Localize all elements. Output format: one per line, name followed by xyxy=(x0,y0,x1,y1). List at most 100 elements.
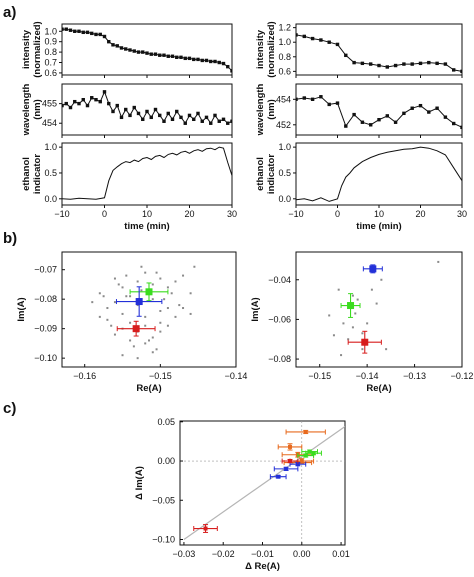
x-tick-label: 0 xyxy=(102,209,107,219)
y-tick-label: 454 xyxy=(276,94,291,104)
background-point xyxy=(370,288,373,291)
background-point xyxy=(98,292,101,295)
x-tick-label: −0.03 xyxy=(173,549,196,559)
plot-marks xyxy=(183,426,345,540)
data-point xyxy=(77,29,81,33)
data-point xyxy=(221,61,226,66)
data-point xyxy=(119,46,124,50)
data-point xyxy=(68,105,73,110)
background-point xyxy=(91,301,94,304)
data-point xyxy=(217,119,221,123)
data-point xyxy=(187,113,192,118)
background-point xyxy=(140,289,143,292)
y-axis-label: wavelength xyxy=(255,83,266,136)
data-point xyxy=(319,38,323,42)
data-point xyxy=(115,44,119,48)
background-point xyxy=(140,265,143,268)
series-line xyxy=(62,28,232,72)
data-point xyxy=(162,119,166,123)
y-tick-label: 0.05 xyxy=(157,417,175,427)
data-point xyxy=(149,52,153,56)
y-tick-label: 1.0 xyxy=(278,37,291,47)
data-point xyxy=(183,121,187,125)
background-point xyxy=(110,324,113,327)
background-point xyxy=(351,326,354,329)
background-point xyxy=(174,280,177,283)
data-point xyxy=(303,429,308,434)
data-point xyxy=(77,101,81,106)
data-point xyxy=(288,459,292,464)
data-point xyxy=(226,64,230,69)
data-point xyxy=(179,55,183,60)
data-point xyxy=(335,42,340,47)
data-point xyxy=(427,110,431,114)
data-point xyxy=(124,47,128,51)
plot-marks xyxy=(296,33,462,74)
plot-marks xyxy=(296,146,462,202)
background-point xyxy=(121,286,124,289)
data-point xyxy=(335,101,340,105)
y-tick-label: −0.04 xyxy=(268,275,291,285)
data-point xyxy=(68,28,73,32)
data-point xyxy=(153,107,158,112)
data-point xyxy=(284,466,289,471)
background-point xyxy=(155,348,158,351)
background-point xyxy=(366,322,369,325)
data-point xyxy=(145,51,149,55)
y-axis-label: ethanol xyxy=(255,157,266,191)
y-axis-label: Im(A) xyxy=(250,297,261,321)
y-axis-label: indicator xyxy=(266,154,277,194)
background-point xyxy=(136,304,139,307)
data-point xyxy=(111,43,115,47)
data-point xyxy=(299,459,304,464)
data-point xyxy=(460,125,462,130)
data-point xyxy=(385,65,389,69)
data-point xyxy=(213,59,217,64)
data-point xyxy=(166,54,170,58)
chart-a-left-ethanol: −10 0 10 20 30 0.0 0.5 1.0 time (min) ethanol indi… xyxy=(21,142,237,232)
data-point xyxy=(119,115,124,120)
y-tick-label: 0.8 xyxy=(278,52,291,62)
plot-frame xyxy=(61,142,233,206)
data-point xyxy=(296,33,298,37)
y-tick-label: 0.00 xyxy=(157,456,175,466)
x-tick-label: −0.01 xyxy=(251,549,274,559)
data-point xyxy=(162,53,166,57)
data-point xyxy=(115,103,119,108)
data-point xyxy=(107,101,111,106)
data-point xyxy=(102,90,107,94)
data-point xyxy=(183,56,187,61)
data-point xyxy=(393,120,398,124)
y-tick-label: 0.6 xyxy=(278,66,291,76)
x-tick-label: 20 xyxy=(184,209,194,219)
data-point xyxy=(81,30,85,35)
panel-label-b: b) xyxy=(3,230,17,247)
chart-c: −0.03 −0.02 −0.01 0.00 0.01 0.05 0.00 −0.05 −0.1… xyxy=(134,417,350,572)
y-tick-label: −0.10 xyxy=(34,353,57,363)
data-point xyxy=(175,109,179,114)
data-point xyxy=(410,62,414,66)
background-point xyxy=(375,302,378,305)
y-tick-label: −0.08 xyxy=(34,294,57,304)
y-tick-label: −0.08 xyxy=(268,354,291,364)
background-point xyxy=(129,321,132,324)
data-point xyxy=(107,39,111,44)
y-tick-label: 1.0 xyxy=(44,26,57,36)
background-point xyxy=(151,336,154,339)
background-point xyxy=(189,292,192,295)
y-tick-label: 455 xyxy=(42,99,57,109)
data-point xyxy=(418,61,423,66)
data-point xyxy=(327,40,331,44)
x-tick-label: −0.16 xyxy=(73,371,96,381)
data-point xyxy=(221,117,226,122)
data-point xyxy=(303,453,308,458)
x-tick-label: −0.02 xyxy=(212,549,235,559)
y-axis-label: (normalized) xyxy=(266,21,277,77)
data-point xyxy=(145,288,153,296)
y-tick-label: 452 xyxy=(276,120,291,130)
data-point xyxy=(209,59,213,64)
data-point xyxy=(360,120,365,124)
data-point xyxy=(288,444,292,449)
plot-marks xyxy=(328,260,440,357)
